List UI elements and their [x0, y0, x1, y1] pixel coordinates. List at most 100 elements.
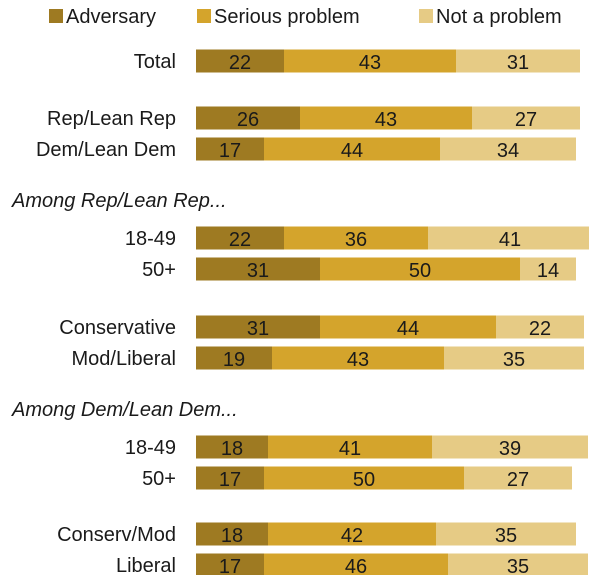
bar-segment-adversary — [196, 315, 320, 339]
data-label: 22 — [529, 318, 551, 340]
bar-segment-serious-problem — [284, 49, 456, 73]
bar-segment-not-a-problem — [472, 106, 580, 130]
bar-row: 18 41 39 — [196, 435, 588, 460]
row-label: Mod/Liberal — [71, 348, 176, 370]
data-label: 17 — [219, 140, 241, 162]
bar-segment-serious-problem — [272, 346, 444, 370]
bar-segment-not-a-problem — [456, 49, 580, 73]
row-label: Dem/Lean Dem — [36, 139, 176, 161]
data-label: 31 — [247, 318, 269, 340]
row-label: 18-49 — [125, 228, 176, 250]
bar-segment-adversary — [196, 435, 268, 459]
data-label: 27 — [507, 469, 529, 491]
data-label: 31 — [507, 52, 529, 74]
bar-segment-not-a-problem — [444, 346, 584, 370]
bar-segment-adversary — [196, 137, 264, 161]
data-label: 18 — [221, 525, 243, 547]
legend-label-not-a-problem: Not a problem — [436, 6, 562, 28]
legend-swatch-adversary — [49, 9, 63, 23]
group-notes: Among Rep/Lean Rep... Among Dem/Lean Dem.… — [11, 190, 238, 421]
bar-segment-serious-problem — [300, 106, 472, 130]
legend-label-adversary: Adversary — [66, 6, 156, 28]
row-labels: Total Rep/Lean Rep Dem/Lean Dem 18-49 50+ Con… — [36, 51, 176, 575]
row-label: 50+ — [142, 468, 176, 490]
bar-segment-not-a-problem — [428, 226, 589, 250]
data-label: 43 — [359, 52, 381, 74]
data-label: 26 — [237, 109, 259, 131]
row-label: Rep/Lean Rep — [47, 108, 176, 130]
bar-segment-serious-problem — [264, 137, 440, 161]
bar-segment-serious-problem — [320, 315, 496, 339]
data-label: 41 — [499, 229, 521, 251]
data-label: 36 — [345, 229, 367, 251]
data-label: 17 — [219, 556, 241, 575]
bar-row: 17 46 35 — [196, 553, 588, 575]
row-label: Liberal — [116, 555, 176, 575]
data-label: 50 — [353, 469, 375, 491]
data-label: 31 — [247, 260, 269, 282]
legend-item-serious-problem: Serious problem — [197, 6, 360, 28]
data-label: 43 — [347, 349, 369, 371]
data-label: 14 — [537, 260, 559, 282]
legend-swatch-serious-problem — [197, 9, 211, 23]
bar-segment-serious-problem — [320, 257, 520, 281]
bar-segment-adversary — [196, 257, 320, 281]
bar-segment-serious-problem — [284, 226, 428, 250]
data-label: 17 — [219, 469, 241, 491]
bar-segment-not-a-problem — [432, 435, 588, 459]
group-note: Among Dem/Lean Dem... — [11, 399, 238, 421]
bar-segment-adversary — [196, 522, 268, 546]
data-label: 42 — [341, 525, 363, 547]
data-label: 35 — [503, 349, 525, 371]
bar-segment-not-a-problem — [496, 315, 584, 339]
data-label: 35 — [507, 556, 529, 575]
data-label: 41 — [339, 438, 361, 460]
bar-segment-adversary — [196, 106, 300, 130]
data-label: 44 — [341, 140, 363, 162]
legend-swatch-not-a-problem — [419, 9, 433, 23]
bar-segment-not-a-problem — [436, 522, 576, 546]
row-label: Conserv/Mod — [57, 524, 176, 546]
stacked-bars: 22 43 31 26 43 27 17 44 34 22 36 41 31 50 14 31 44 22 19 43… — [196, 49, 589, 575]
data-label: 22 — [229, 52, 251, 74]
data-label: 22 — [229, 229, 251, 251]
data-label: 46 — [345, 556, 367, 575]
row-label: Conservative — [59, 317, 176, 339]
legend-item-not-a-problem: Not a problem — [419, 6, 562, 28]
data-label: 50 — [409, 260, 431, 282]
bar-segment-adversary — [196, 553, 264, 575]
bar-row: 17 44 34 — [196, 137, 576, 162]
bar-segment-not-a-problem — [448, 553, 588, 575]
bar-row: 31 50 14 — [196, 257, 576, 282]
legend-item-adversary: Adversary — [49, 6, 156, 28]
bar-segment-serious-problem — [268, 435, 432, 459]
bar-segment-adversary — [196, 49, 284, 73]
bar-row: 26 43 27 — [196, 106, 580, 131]
data-label: 43 — [375, 109, 397, 131]
data-label: 27 — [515, 109, 537, 131]
bar-row: 18 42 35 — [196, 522, 576, 547]
bar-segment-serious-problem — [264, 466, 464, 490]
data-label: 19 — [223, 349, 245, 371]
data-label: 44 — [397, 318, 419, 340]
group-note: Among Rep/Lean Rep... — [11, 190, 227, 212]
bar-segment-serious-problem — [264, 553, 448, 575]
data-label: 34 — [497, 140, 519, 162]
bar-segment-not-a-problem — [464, 466, 572, 490]
bar-row: 22 36 41 — [196, 226, 589, 251]
row-label: 50+ — [142, 259, 176, 281]
bar-segment-adversary — [196, 346, 272, 370]
legend-label-serious-problem: Serious problem — [214, 6, 360, 28]
legend: Adversary Serious problem Not a problem — [49, 6, 562, 28]
data-label: 39 — [499, 438, 521, 460]
bar-segment-adversary — [196, 466, 264, 490]
bar-segment-serious-problem — [268, 522, 436, 546]
data-label: 18 — [221, 438, 243, 460]
bar-row: 17 50 27 — [196, 466, 572, 491]
bar-segment-not-a-problem — [520, 257, 576, 281]
bar-row: 31 44 22 — [196, 315, 584, 340]
data-label: 35 — [495, 525, 517, 547]
bar-segment-adversary — [196, 226, 284, 250]
bar-row: 19 43 35 — [196, 346, 584, 371]
